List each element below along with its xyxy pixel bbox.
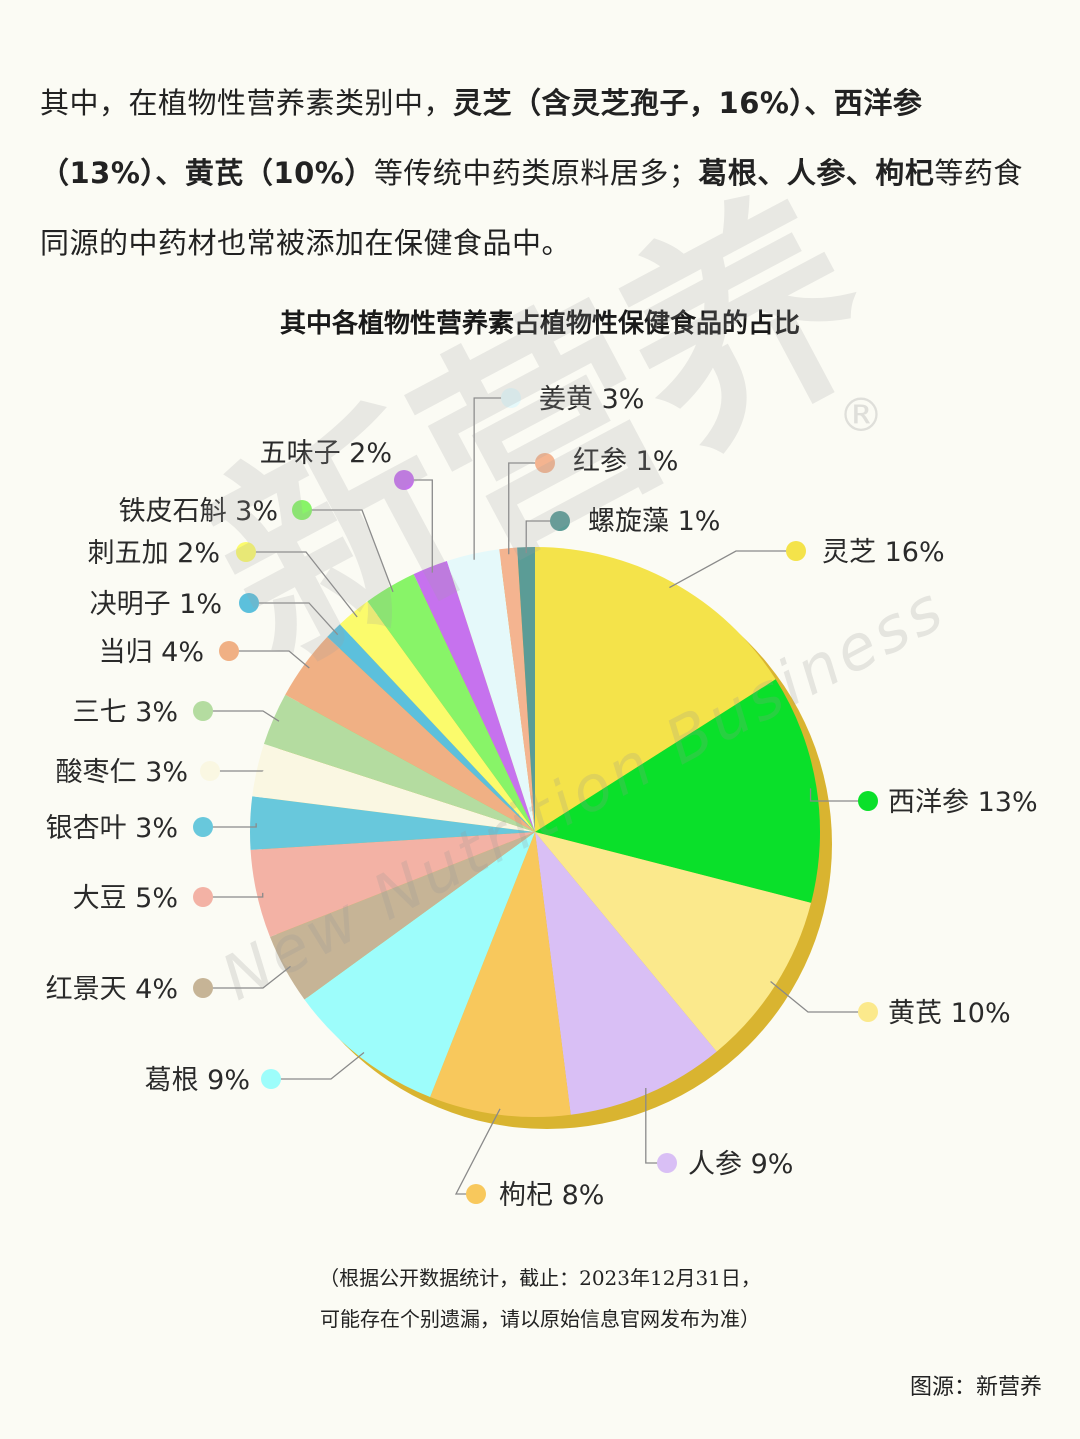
legend-dot-8 (193, 817, 213, 837)
pie-slice-3 (535, 832, 717, 1115)
image-source: 图源：新营养 (909, 1375, 1042, 1400)
legend-dot-4 (466, 1184, 486, 1204)
legend-dot-11 (219, 641, 239, 661)
slice-label-10: 三七 3% (73, 697, 178, 728)
legend-dot-5 (261, 1069, 281, 1089)
legend-dot-0 (786, 541, 806, 561)
pie-slice-5 (304, 832, 535, 1097)
legend-dot-14 (292, 500, 312, 520)
slice-label-14: 铁皮石斛 3% (119, 496, 278, 527)
leader-line-8 (203, 823, 257, 828)
pie-slice-17 (499, 547, 535, 832)
leader-line-11 (229, 650, 310, 669)
slice-label-11: 当归 4% (99, 637, 204, 668)
legend-dot-7 (193, 887, 213, 907)
intro-bold-2: 葛根、人参、枸杞 (698, 156, 935, 190)
slice-label-2: 黄芪 10% (888, 998, 1011, 1029)
pie-slice-0 (535, 547, 776, 832)
legend-dot-6 (193, 978, 213, 998)
legend-dot-17 (535, 453, 555, 473)
chart-title: 其中各植物性营养素占植物性保健食品的占比 (279, 309, 800, 339)
legend-dot-10 (193, 701, 213, 721)
slice-label-4: 枸杞 8% (499, 1180, 604, 1211)
leader-line-18 (525, 520, 560, 554)
leader-line-4 (454, 1108, 501, 1195)
leader-line-12 (249, 602, 339, 636)
legend-dot-9 (200, 761, 220, 781)
pie-slice-6 (270, 832, 535, 1000)
legend-dot-12 (239, 593, 259, 613)
leader-line-15 (404, 479, 433, 573)
pie-slice-10 (263, 694, 535, 832)
intro-text-1: 其中，在植物性营养素类别中， (40, 86, 454, 120)
footnote-line-1: （根据公开数据统计，截止：2023年12月31日， (319, 1266, 761, 1290)
pie-slice-11 (285, 636, 535, 832)
pie-slice-2 (535, 832, 812, 1052)
intro-text-3: 等药食同源的中药材也常被添加在保健食品中。 (40, 156, 1023, 260)
leader-line-17 (508, 462, 545, 555)
slice-label-3: 人参 9% (688, 1149, 793, 1180)
intro-text-2: 等传统中药类原料居多； (373, 156, 699, 190)
pie-slice-16 (446, 549, 535, 832)
slice-label-7: 大豆 5% (73, 883, 178, 914)
pie-slice-9 (252, 743, 535, 832)
legend-dot-2 (858, 1002, 878, 1022)
slice-label-16: 姜黄 3% (539, 384, 644, 415)
pie-slice-13 (339, 601, 535, 832)
pie-slice-7 (250, 832, 535, 937)
slice-label-1: 西洋参 13% (888, 787, 1038, 818)
pie-slice-15 (413, 560, 535, 832)
slice-label-17: 红参 1% (573, 446, 678, 477)
leader-line-7 (203, 892, 264, 898)
legend-dot-16 (501, 388, 521, 408)
legend-dot-3 (657, 1153, 677, 1173)
slice-label-18: 螺旋藻 1% (588, 506, 720, 537)
leader-line-6 (203, 965, 291, 989)
intro-paragraph: 其中，在植物性营养素类别中，灵芝（含灵芝孢子，16%）、西洋参（13%）、黄芪（… (40, 68, 1045, 278)
leader-line-2 (770, 980, 868, 1013)
legend-dot-13 (236, 542, 256, 562)
pie-slice-1 (535, 679, 821, 903)
slice-label-0: 灵芝 16% (822, 537, 945, 568)
leader-line-16 (473, 397, 511, 560)
legend-dot-15 (394, 470, 414, 490)
leader-line-10 (203, 710, 280, 722)
intro-bold-1: 灵芝（含灵芝孢子，16%）、西洋参（13%）、黄芪（10%） (40, 86, 923, 190)
legend-dot-1 (858, 791, 878, 811)
leader-line-5 (271, 1051, 365, 1080)
pie-slice-8 (250, 796, 535, 850)
pie-slice-18 (517, 547, 535, 832)
leader-line-0 (669, 550, 796, 589)
slice-label-6: 红景天 4% (46, 974, 178, 1005)
footnote-line-2: 可能存在个别遗漏，请以原始信息官网发布为准） (320, 1307, 760, 1331)
legend-dot-18 (550, 511, 570, 531)
slice-label-9: 酸枣仁 3% (56, 757, 188, 788)
slice-label-12: 决明子 1% (90, 589, 222, 620)
pie-slice-12 (327, 624, 535, 832)
pie-slice-4 (430, 832, 571, 1117)
slice-label-8: 银杏叶 3% (46, 813, 178, 844)
slice-label-5: 葛根 9% (145, 1065, 250, 1096)
leader-line-13 (246, 551, 358, 618)
pie-slice-14 (367, 574, 535, 832)
slice-label-13: 刺五加 2% (88, 538, 220, 569)
leader-line-14 (302, 509, 394, 593)
leader-line-1 (809, 788, 868, 802)
slice-label-15: 五味子 2% (260, 438, 392, 469)
